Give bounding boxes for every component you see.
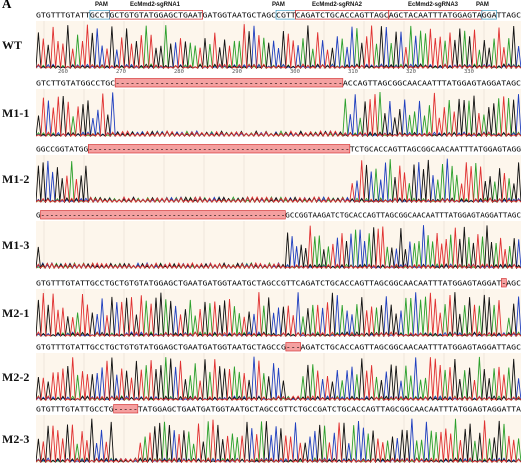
trace-C-curve [36, 158, 521, 203]
sequence-string: GTCTTGTATGGCCTGC------------------------… [36, 80, 521, 88]
sequence-text: GTGTTTGTATTGCCTGCTGTGTATGGAGCTGAATGATGGT… [36, 278, 521, 288]
trace-svg [36, 353, 521, 401]
pam-label-mid: PAM [272, 2, 285, 8]
sequence-svg: GTCTTGTATGGCCTGC------------------------… [36, 78, 521, 88]
trace-T-curve [36, 419, 521, 463]
chromatogram-trace [36, 415, 521, 463]
sample-label: M1-2 [2, 172, 30, 186]
sequence-string: GGCCGGTATGG-----------------------------… [36, 146, 521, 154]
guide-frame [481, 10, 497, 20]
sample-label: WT [2, 38, 23, 52]
sample-label: M1-1 [2, 106, 30, 120]
deletion-highlight [501, 278, 507, 288]
deletion-highlight [113, 404, 139, 414]
panel-letter: A [2, 0, 12, 11]
chromatogram-trace [36, 353, 521, 401]
ruler-tick: 290 [232, 69, 242, 75]
trace-svg [36, 415, 521, 463]
trace-svg [36, 289, 521, 337]
sequence-svg: GTGTTTGTATTGCCTGCTGTGTATGGAGCTGAATGATGGT… [36, 342, 521, 352]
chromatogram-trace [36, 289, 521, 337]
deletion-highlight [88, 144, 351, 154]
trace-svg [36, 21, 521, 69]
trace-svg [36, 89, 521, 137]
sequence-text: GTGTTTGTATTGCCTGCTGTGTATGGAGCTGAATGATGGT… [36, 10, 521, 20]
trace-T-curve [36, 357, 521, 401]
ruler-tick: 280 [174, 69, 184, 75]
chromatogram-trace [36, 89, 521, 137]
ruler-tick: 320 [406, 69, 416, 75]
ruler-tick: 310 [348, 69, 358, 75]
trace-T-curve [36, 292, 521, 337]
sample-label: M2-3 [2, 432, 30, 446]
trace-T-curve [36, 24, 521, 69]
sequence-string: G---------------------------------------… [36, 212, 521, 220]
trace-G-curve [36, 357, 521, 401]
pam-label-left: PAM [95, 2, 108, 8]
trace-T-curve [36, 160, 521, 203]
trace-G-curve [36, 25, 521, 69]
ruler-tick: 270 [116, 69, 126, 75]
sequence-string: GTGTTTGTATTGCCTGCTGTGTATGGAGCTGAATGATGGT… [36, 12, 521, 20]
ruler-tick: 330 [464, 69, 474, 75]
chromatogram-trace [36, 155, 521, 203]
sequence-text: GTGTTTGTATTGCCTGCTGTGTATGGAGCTGAATGATGGT… [36, 342, 521, 352]
sequence-string: GTGTTTGTATTGCCTGCTGTGTATGGAGCTGAATGATGGT… [36, 344, 521, 352]
sequence-svg: GTGTTTGTATTGCCTGCTGTGTATGGAGCTGAATGATGGT… [36, 10, 521, 20]
sgrna2-label: EcMmd2-sgRNA2 [312, 2, 363, 8]
position-ruler: 260 270 280 290 300 310 320 330 [36, 69, 521, 77]
guide-frame [89, 10, 110, 20]
trace-T-curve [36, 92, 521, 137]
ruler-tick: 260 [58, 69, 68, 75]
deletion-highlight [114, 78, 344, 88]
sequence-string: GTGTTTGTATTGCCTGCTGTGTATGGAGCTGAATGATGGT… [36, 280, 521, 288]
sequence-text: GTGTTTGTATTGCCTG-----TATGGAGCTGAATGATGGT… [36, 404, 521, 414]
trace-A-curve [36, 91, 521, 137]
sgrna1-label: EcMmd2-sgRNA1 [130, 2, 181, 8]
deletion-highlight [40, 210, 286, 220]
trace-svg [36, 221, 521, 269]
trace-C-curve [36, 25, 521, 69]
deletion-highlight [285, 342, 301, 352]
trace-C-curve [36, 292, 521, 337]
sequence-svg: G---------------------------------------… [36, 210, 521, 220]
sequence-text: GGCCGGTATGG-----------------------------… [36, 144, 521, 154]
sample-label: M2-2 [2, 370, 30, 384]
sequence-svg: GGCCGGTATGG-----------------------------… [36, 144, 521, 154]
sequence-string: GTGTTTGTATTGCCTG-----TATGGAGCTGAATGATGGT… [36, 406, 521, 414]
ruler-tick: 300 [290, 69, 300, 75]
sequence-svg: GTGTTTGTATTGCCTG-----TATGGAGCTGAATGATGGT… [36, 404, 521, 414]
sequence-text: G---------------------------------------… [36, 210, 521, 220]
sequence-text: GTCTTGTATGGCCTGC------------------------… [36, 78, 521, 88]
chromatogram-trace [36, 221, 521, 269]
trace-C-curve [36, 356, 521, 401]
sample-label: M2-1 [2, 306, 30, 320]
sgrna3-label: EcMmd2-sgRNA3 [408, 2, 459, 8]
sample-label: M1-3 [2, 238, 30, 252]
trace-T-curve [36, 225, 521, 269]
chromatogram-trace [36, 21, 521, 69]
sequence-svg: GTGTTTGTATTGCCTGCTGTGTATGGAGCTGAATGATGGT… [36, 278, 521, 288]
pam-label-right: PAM [476, 2, 489, 8]
trace-svg [36, 155, 521, 203]
